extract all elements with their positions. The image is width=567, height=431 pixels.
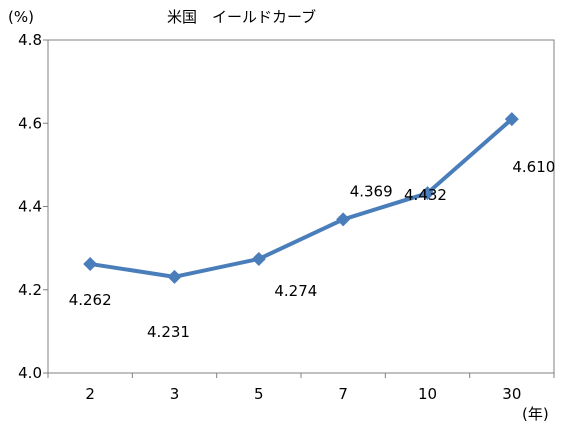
y-tick-label: 4.4 xyxy=(18,198,42,216)
data-label-layer: 4.262 4.231 4.274 4.369 4.432 4.610 xyxy=(69,158,556,341)
y-tick-label: 4.0 xyxy=(18,364,42,382)
x-tick-label: 2 xyxy=(85,385,95,403)
data-label: 4.610 xyxy=(512,158,555,176)
x-tick-label: 30 xyxy=(502,385,521,403)
data-point-marker xyxy=(336,212,351,227)
data-label: 4.369 xyxy=(350,182,393,200)
data-label: 4.262 xyxy=(69,291,112,309)
data-label: 4.432 xyxy=(404,186,447,204)
series-line xyxy=(89,117,514,279)
y-unit-label: (%) xyxy=(8,8,34,26)
y-tick-label: 4.2 xyxy=(18,281,42,299)
data-point-marker xyxy=(251,251,266,266)
x-tick-label: 10 xyxy=(418,385,437,403)
x-unit-label: (年) xyxy=(522,405,549,423)
y-tick-label: 4.8 xyxy=(18,31,42,49)
x-tick-label: 5 xyxy=(254,385,264,403)
data-label: 4.231 xyxy=(147,323,190,341)
series-layer xyxy=(83,112,519,284)
chart-title: 米国 イールドカーブ xyxy=(167,8,316,26)
plot-area xyxy=(47,39,555,374)
x-tick-label: 7 xyxy=(338,385,348,403)
data-point-marker xyxy=(167,269,182,284)
data-point-marker xyxy=(83,256,98,271)
data-point-marker xyxy=(420,186,435,201)
data-label: 4.274 xyxy=(274,282,317,300)
x-axis-ticks: 2 3 5 7 10 30 xyxy=(47,373,555,403)
y-tick-label: 4.6 xyxy=(18,114,42,132)
data-point-marker xyxy=(504,112,519,127)
y-axis-ticks: 4.0 4.2 4.4 4.6 4.8 xyxy=(18,31,48,382)
x-tick-label: 3 xyxy=(170,385,180,403)
